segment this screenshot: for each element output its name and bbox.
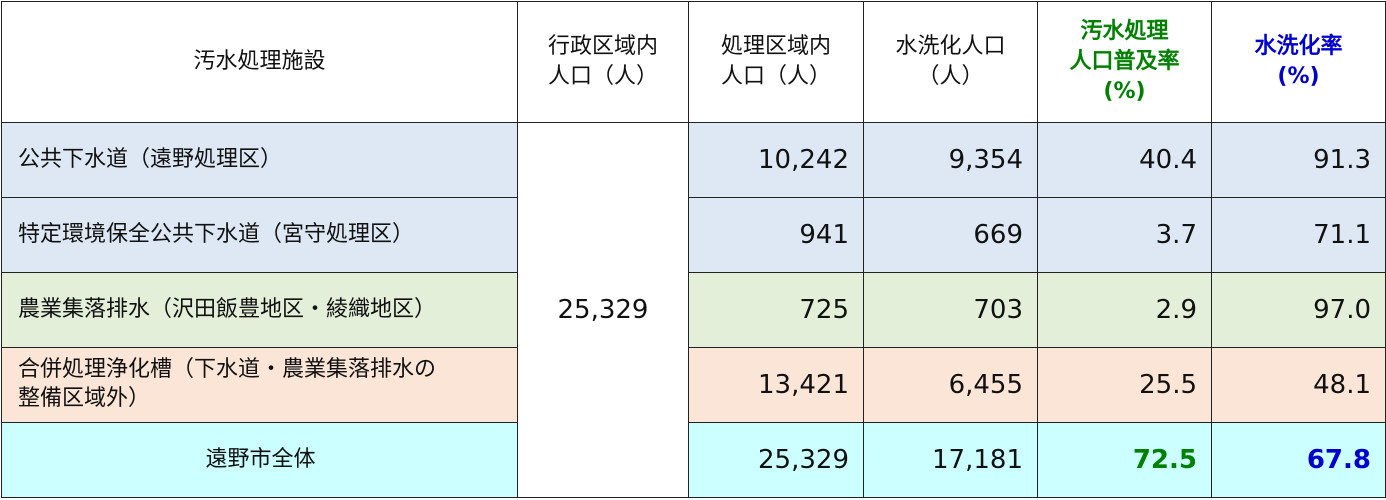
flush-population-value: 703 — [863, 272, 1038, 348]
facility-name: 農業集落排水（沢田飯豊地区・綾織地区） — [1, 272, 518, 348]
admin-population-value: 25,329 — [517, 122, 689, 498]
table-row: 特定環境保全公共下水道（宮守処理区） 941 669 3.7 71.1 — [1, 197, 1386, 273]
total-treatment-rate: 72.5 — [1037, 422, 1212, 498]
treatment-population-value: 10,242 — [688, 122, 864, 198]
table-row: 農業集落排水（沢田飯豊地区・綾織地区） 725 703 2.9 97.0 — [1, 272, 1386, 348]
total-flush-population: 17,181 — [863, 422, 1038, 498]
table-row: 公共下水道（遠野処理区） 25,329 10,242 9,354 40.4 91… — [1, 122, 1386, 498]
header-admin-population: 行政区域内 人口（人） — [517, 1, 689, 123]
total-label: 遠野市全体 — [1, 422, 518, 498]
facility-name: 合併処理浄化槽（下水道・農業集落排水の 整備区域外） — [1, 347, 518, 423]
total-treatment-population: 25,329 — [688, 422, 864, 498]
header-flush-population: 水洗化人口 （人） — [863, 1, 1038, 123]
treatment-population-value: 725 — [688, 272, 864, 348]
treatment-rate-value: 40.4 — [1037, 122, 1212, 198]
header-row: 汚水処理施設 行政区域内 人口（人） 処理区域内 人口（人） 水洗化人口 （人）… — [1, 1, 1386, 123]
header-flush-rate: 水洗化率 (%) — [1211, 1, 1386, 123]
treatment-population-value: 13,421 — [688, 347, 864, 423]
flush-population-value: 9,354 — [863, 122, 1038, 198]
flush-rate-value: 71.1 — [1211, 197, 1386, 273]
flush-population-value: 669 — [863, 197, 1038, 273]
flush-rate-value: 91.3 — [1211, 122, 1386, 198]
facility-name: 公共下水道（遠野処理区） — [1, 122, 518, 198]
treatment-rate-value: 2.9 — [1037, 272, 1212, 348]
treatment-rate-value: 25.5 — [1037, 347, 1212, 423]
header-treatment-rate: 汚水処理 人口普及率 (%) — [1037, 1, 1212, 123]
treatment-population-value: 941 — [688, 197, 864, 273]
facility-name: 特定環境保全公共下水道（宮守処理区） — [1, 197, 518, 273]
flush-rate-value: 97.0 — [1211, 272, 1386, 348]
header-facility: 汚水処理施設 — [1, 1, 518, 123]
flush-rate-value: 48.1 — [1211, 347, 1386, 423]
table-row: 合併処理浄化槽（下水道・農業集落排水の 整備区域外） 13,421 6,455 … — [1, 347, 1386, 423]
treatment-rate-value: 3.7 — [1037, 197, 1212, 273]
flush-population-value: 6,455 — [863, 347, 1038, 423]
total-row: 遠野市全体 25,329 17,181 72.5 67.8 — [1, 422, 1386, 498]
total-flush-rate: 67.8 — [1211, 422, 1386, 498]
header-treatment-population: 処理区域内 人口（人） — [688, 1, 864, 123]
